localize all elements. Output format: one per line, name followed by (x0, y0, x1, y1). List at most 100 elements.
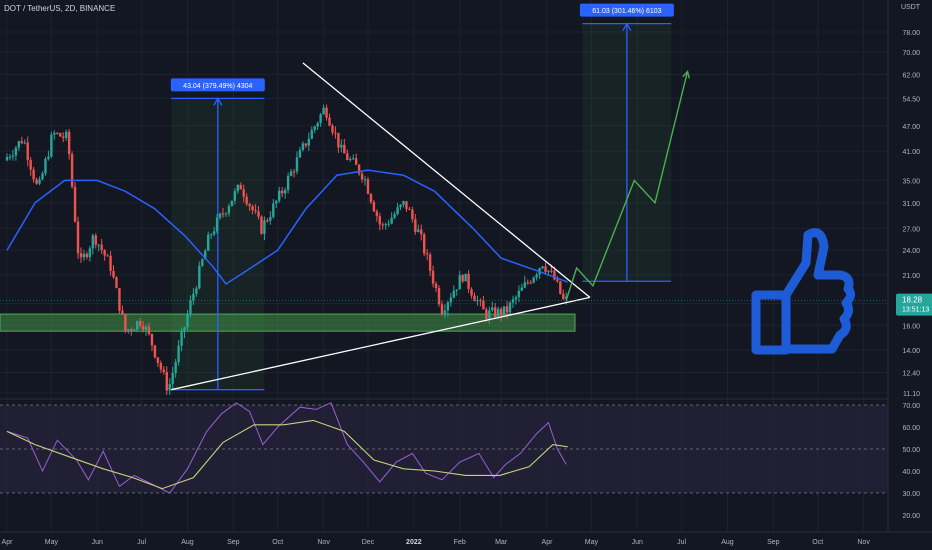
rsi-tick-label: 60.00 (902, 425, 920, 432)
candle-body (366, 179, 370, 194)
candle-body (505, 306, 509, 313)
candle-body (198, 265, 201, 289)
candle-body (449, 297, 453, 303)
candle-body (103, 250, 106, 256)
candle-body (41, 173, 44, 180)
candle-body (431, 270, 435, 284)
price-tick-label: 24.00 (902, 248, 920, 255)
candle-body (144, 326, 148, 330)
candle-body (11, 155, 15, 157)
candle-body (508, 302, 512, 313)
candle-body (85, 253, 89, 258)
candle-body (360, 173, 364, 180)
candle-body (446, 302, 450, 311)
price-tick-label: 27.00 (902, 226, 920, 233)
candle-body (230, 200, 234, 207)
candle-body (201, 259, 204, 266)
candle-body (378, 216, 382, 225)
candle-body (523, 282, 527, 288)
candle-body (283, 190, 287, 194)
candle-body (204, 250, 207, 260)
candle-body (328, 117, 331, 126)
candle-body (408, 208, 411, 210)
candle-body (375, 211, 379, 217)
rsi-tick-label: 20.00 (902, 513, 920, 520)
candle-body (233, 191, 237, 201)
candle-body (541, 266, 544, 269)
rsi-tick-label: 70.00 (902, 403, 920, 410)
candle-body (343, 144, 346, 154)
triangle-lower-line (171, 296, 591, 391)
candle-body (491, 307, 494, 311)
candle-body (207, 234, 210, 251)
candle-body (325, 107, 328, 118)
candle-body (106, 255, 109, 257)
candle-body (393, 214, 396, 218)
candle-body (44, 159, 47, 174)
candle-body (195, 288, 198, 294)
candle-body (147, 326, 151, 334)
candle-body (514, 297, 518, 300)
candle-body (263, 220, 266, 234)
candle-body (405, 201, 408, 209)
candle-body (565, 296, 568, 299)
candle-body (272, 203, 275, 217)
candle-body (488, 310, 491, 319)
moving-average-line (6, 169, 568, 286)
candle-body (88, 248, 92, 258)
time-tick-label: Aug (181, 539, 194, 546)
candle-body (186, 314, 189, 328)
candle-body (121, 310, 124, 314)
candle-body (171, 372, 174, 384)
candle-body (73, 186, 77, 222)
rsi-tick-label: 50.00 (902, 447, 920, 454)
candle-body (248, 204, 251, 207)
candle-body (67, 131, 71, 155)
candle-body (473, 295, 476, 302)
candle-body (292, 171, 296, 173)
candle-body (470, 288, 473, 296)
candle-body (38, 179, 41, 184)
candle-body (553, 270, 556, 280)
candle-body (17, 141, 21, 148)
candle-body (526, 282, 529, 284)
candle-body (316, 123, 319, 127)
symbol-title: DOT / TetherUS, 2D, BINANCE (4, 4, 116, 13)
price-tick-label: 21.00 (902, 273, 920, 280)
candle-body (390, 217, 393, 224)
candle-body (399, 204, 402, 208)
candle-body (135, 321, 139, 330)
time-tick-label: Aug (721, 539, 734, 546)
candle-body (381, 224, 384, 226)
thumbs-up-icon (751, 228, 856, 355)
candle-body (396, 207, 399, 215)
projection-path (565, 71, 689, 301)
candle-body (47, 156, 50, 160)
candle-body (322, 107, 325, 115)
candle-body (162, 369, 166, 372)
candle-body (411, 209, 414, 220)
candle-body (269, 216, 272, 221)
price-tick-label: 35.00 (902, 178, 920, 185)
time-tick-label: May (585, 539, 599, 546)
candle-body (150, 333, 154, 346)
candle-body (8, 156, 12, 158)
candle-body (64, 131, 68, 138)
rsi-line (6, 402, 567, 494)
candle-body (174, 362, 177, 373)
candle-body (372, 202, 376, 212)
time-tick-label: Nov (317, 539, 330, 546)
candle-body (455, 289, 458, 291)
candle-body (251, 206, 254, 211)
candle-body (461, 275, 464, 282)
measure-label: 43.04 (379.49%) 4304 (183, 83, 252, 90)
candle-body (130, 329, 133, 331)
candle-body (218, 213, 222, 218)
time-tick-label: May (45, 539, 59, 546)
candle-body (369, 193, 373, 203)
candle-body (485, 309, 488, 319)
candle-body (511, 299, 515, 303)
candle-body (29, 159, 32, 170)
candle-body (115, 277, 118, 289)
